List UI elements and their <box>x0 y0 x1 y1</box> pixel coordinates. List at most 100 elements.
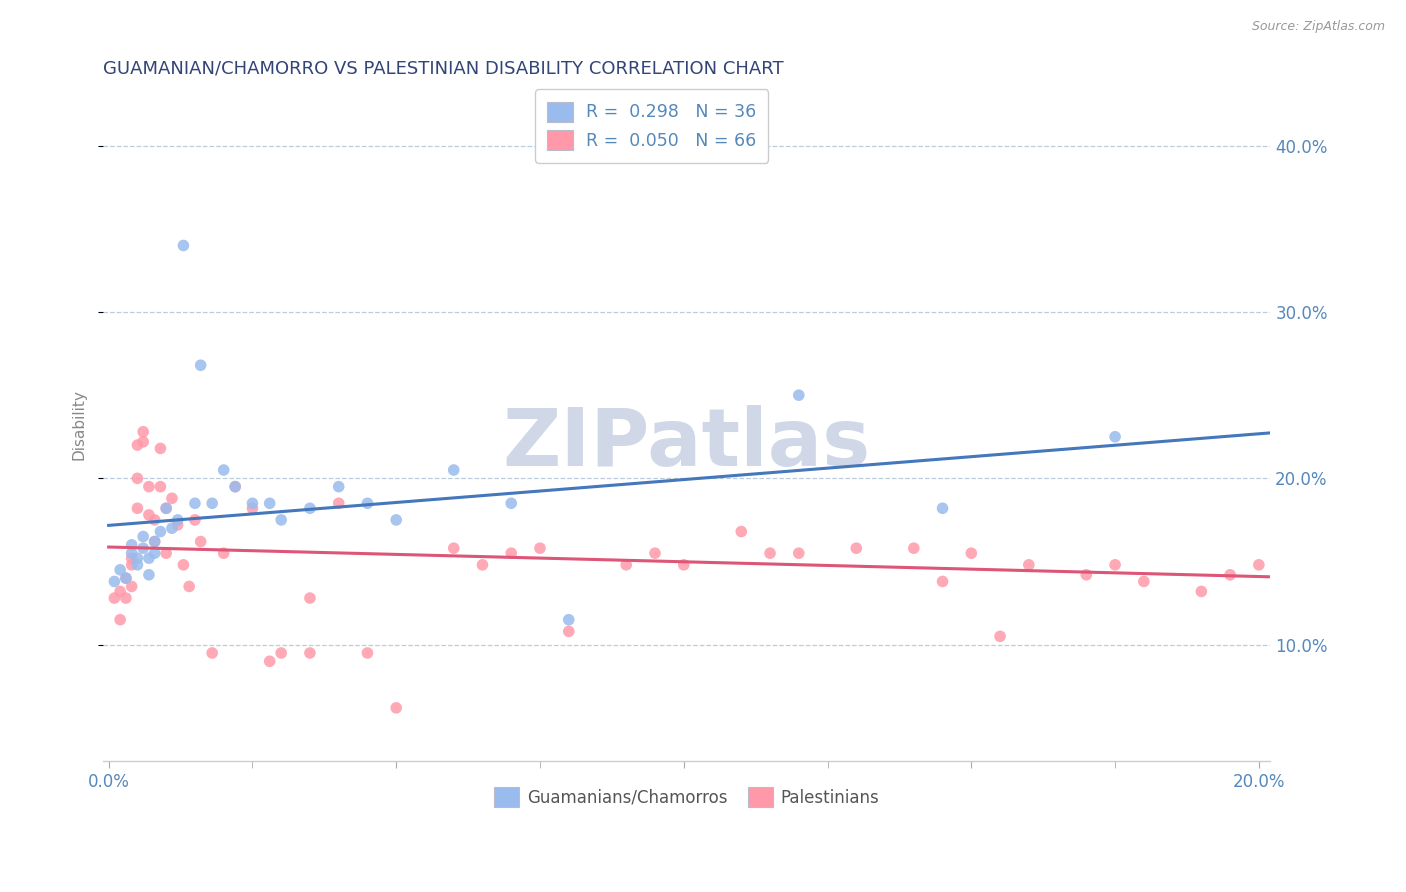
Point <box>108 584 131 599</box>
Point <box>121 579 143 593</box>
Point <box>1277 551 1299 566</box>
Point <box>356 496 378 510</box>
Point <box>385 701 408 715</box>
Point <box>108 613 131 627</box>
Point <box>132 541 155 556</box>
Point <box>960 546 983 560</box>
Point <box>1392 558 1406 572</box>
Point <box>160 491 183 506</box>
Point <box>1219 567 1241 582</box>
Point <box>270 646 292 660</box>
Point <box>385 513 408 527</box>
Point <box>127 471 149 485</box>
Point <box>184 513 207 527</box>
Point <box>149 524 172 539</box>
Point <box>1133 574 1156 589</box>
Point <box>143 534 166 549</box>
Point <box>672 558 695 572</box>
Point <box>201 646 224 660</box>
Point <box>931 501 953 516</box>
Point <box>224 480 246 494</box>
Point <box>103 591 125 605</box>
Point <box>121 538 143 552</box>
Point <box>138 567 160 582</box>
Point <box>172 238 194 252</box>
Point <box>1305 567 1327 582</box>
Point <box>138 480 160 494</box>
Point <box>501 546 523 560</box>
Point <box>443 541 465 556</box>
Point <box>138 508 160 522</box>
Point <box>1189 584 1212 599</box>
Point <box>644 546 666 560</box>
Point <box>143 546 166 560</box>
Point <box>201 496 224 510</box>
Point <box>121 558 143 572</box>
Point <box>1018 558 1040 572</box>
Point <box>298 591 321 605</box>
Point <box>529 541 551 556</box>
Point <box>155 501 177 516</box>
Point <box>115 571 138 585</box>
Point <box>155 501 177 516</box>
Point <box>166 513 188 527</box>
Point <box>1247 558 1270 572</box>
Point <box>127 438 149 452</box>
Point <box>190 358 212 372</box>
Point <box>127 551 149 566</box>
Point <box>1104 430 1126 444</box>
Point <box>212 463 235 477</box>
Point <box>103 574 125 589</box>
Point <box>471 558 494 572</box>
Point <box>127 558 149 572</box>
Point <box>787 546 810 560</box>
Text: Source: ZipAtlas.com: Source: ZipAtlas.com <box>1251 20 1385 33</box>
Point <box>224 480 246 494</box>
Point <box>160 521 183 535</box>
Point <box>1334 558 1357 572</box>
Point <box>179 579 201 593</box>
Point <box>501 496 523 510</box>
Legend: Guamanians/Chamorros, Palestinians: Guamanians/Chamorros, Palestinians <box>486 780 886 814</box>
Point <box>845 541 868 556</box>
Point <box>903 541 925 556</box>
Point <box>108 563 131 577</box>
Point <box>356 646 378 660</box>
Point <box>143 513 166 527</box>
Point <box>138 551 160 566</box>
Point <box>115 571 138 585</box>
Y-axis label: Disability: Disability <box>72 389 86 459</box>
Point <box>212 546 235 560</box>
Point <box>328 480 350 494</box>
Point <box>132 530 155 544</box>
Point <box>259 496 281 510</box>
Point <box>143 534 166 549</box>
Point <box>759 546 782 560</box>
Text: ZIPatlas: ZIPatlas <box>502 406 870 483</box>
Point <box>931 574 953 589</box>
Point <box>259 654 281 668</box>
Point <box>614 558 637 572</box>
Point <box>155 546 177 560</box>
Point <box>242 496 264 510</box>
Point <box>149 480 172 494</box>
Point <box>166 517 188 532</box>
Point <box>1362 534 1385 549</box>
Point <box>132 434 155 449</box>
Point <box>190 534 212 549</box>
Point <box>1076 567 1098 582</box>
Point <box>121 546 143 560</box>
Point <box>558 613 581 627</box>
Point <box>328 496 350 510</box>
Point <box>132 425 155 439</box>
Point <box>270 513 292 527</box>
Point <box>730 524 752 539</box>
Point <box>298 501 321 516</box>
Point <box>443 463 465 477</box>
Point <box>787 388 810 402</box>
Point <box>1104 558 1126 572</box>
Point <box>121 551 143 566</box>
Point <box>172 558 194 572</box>
Point <box>127 501 149 516</box>
Point <box>298 646 321 660</box>
